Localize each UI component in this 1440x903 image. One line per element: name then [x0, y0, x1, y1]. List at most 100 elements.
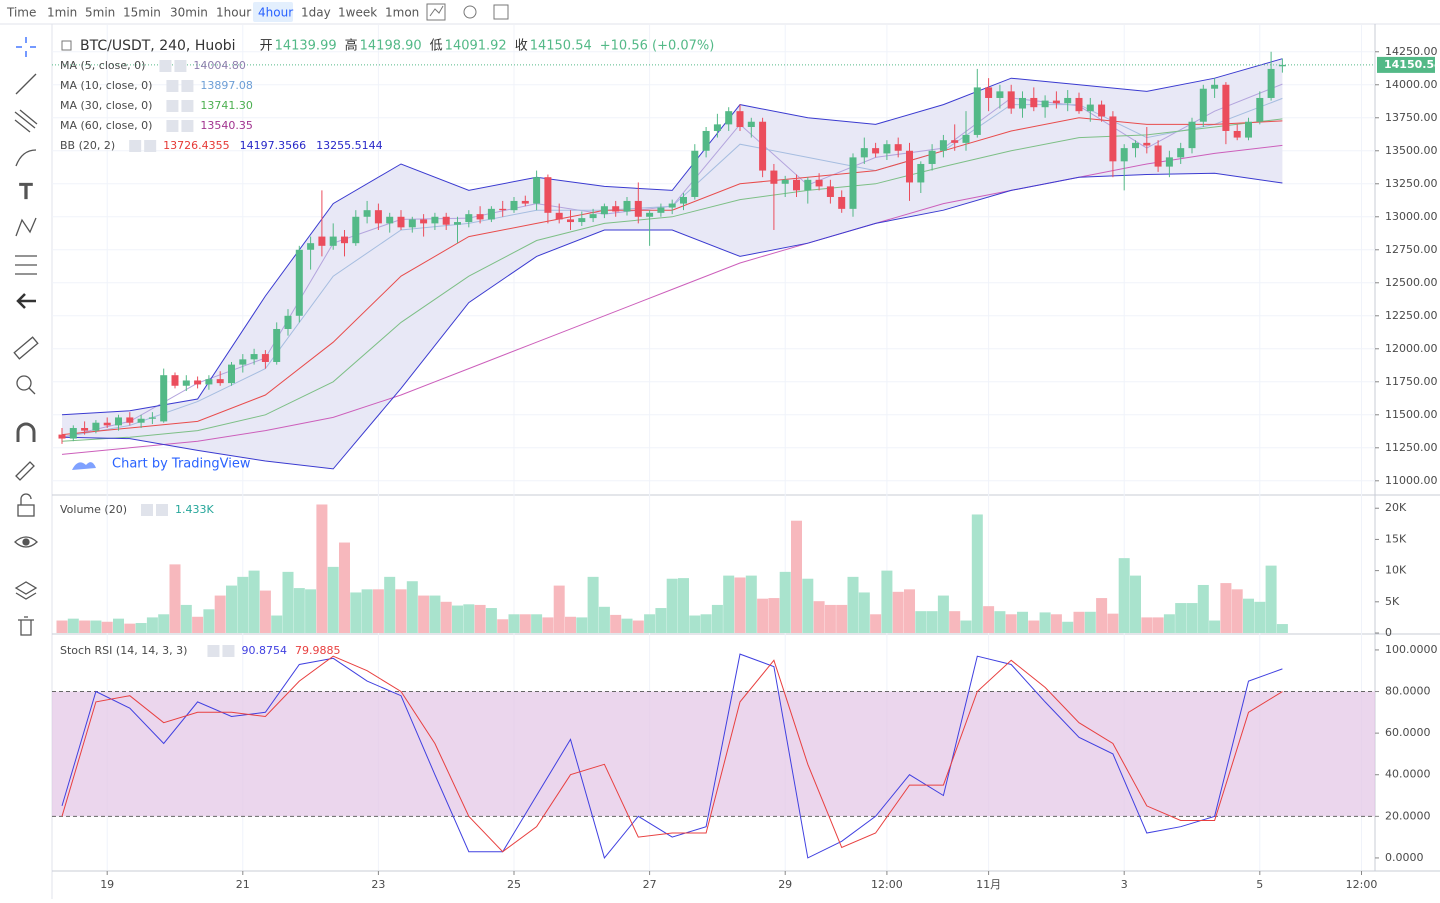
volume-bar — [915, 611, 927, 633]
candle-body — [736, 111, 744, 128]
volume-bar — [610, 614, 622, 633]
candle-body — [454, 222, 461, 225]
interval-button[interactable]: 1mon — [385, 6, 419, 20]
indicator-name[interactable]: MA (30, close, 0) — [60, 99, 152, 112]
y-tick-label: 11000.00 — [1385, 474, 1438, 487]
top-toolbar — [0, 0, 1440, 24]
indicator-settings[interactable] — [207, 645, 220, 657]
zoom-tool[interactable] — [16, 375, 36, 395]
candle-body — [939, 140, 947, 151]
candle-body — [793, 179, 800, 191]
candle-body — [872, 148, 880, 154]
volume-bar — [576, 617, 588, 633]
volume-bar — [1243, 598, 1254, 633]
candle-body — [1132, 142, 1139, 149]
volume-bar — [1152, 617, 1164, 633]
candle-body — [917, 163, 925, 183]
interval-button[interactable]: 1week — [338, 6, 377, 20]
candle-body — [1120, 148, 1128, 162]
indicator-remove[interactable] — [181, 80, 194, 92]
text-tool[interactable]: T — [18, 179, 33, 204]
candle-body — [544, 177, 552, 213]
candle-body — [691, 150, 699, 197]
volume-bar — [79, 620, 91, 633]
magnet-tool[interactable] — [16, 422, 36, 442]
volume-bar — [1175, 603, 1187, 633]
candle-body — [521, 200, 529, 204]
interval-button[interactable]: 15min — [123, 6, 161, 20]
candle-body — [329, 236, 337, 246]
indicator-settings[interactable] — [166, 120, 179, 132]
candle-body — [137, 418, 145, 423]
candle-body — [1075, 97, 1083, 112]
candle-body — [883, 144, 891, 154]
indicator-settings[interactable] — [159, 60, 172, 72]
y-tick-label: 13250.00 — [1385, 177, 1438, 190]
volume-bar — [192, 616, 204, 633]
fullscreen-button[interactable] — [493, 4, 509, 20]
indicator-name[interactable]: MA (5, close, 0) — [60, 59, 145, 72]
volume-bar — [1062, 621, 1074, 633]
interval-button[interactable]: 5min — [85, 6, 115, 20]
volume-bar — [824, 604, 836, 633]
last-price-label: 14150.54 — [1384, 58, 1440, 71]
indicator-settings[interactable] — [129, 140, 142, 152]
fib-tool[interactable] — [14, 109, 38, 133]
indicator-value: 13540.35 — [200, 119, 253, 132]
candle-body — [860, 148, 868, 158]
indicator-settings[interactable] — [141, 504, 153, 516]
crosshair-tool[interactable] — [16, 37, 36, 57]
indicator-name[interactable]: MA (60, close, 0) — [60, 119, 152, 132]
chart-type-button[interactable] — [426, 3, 446, 21]
pattern-tool[interactable] — [15, 217, 37, 237]
interval-button[interactable]: Time — [6, 6, 36, 20]
back-tool[interactable] — [16, 293, 36, 309]
lock-tool[interactable] — [17, 493, 35, 517]
interval-button[interactable]: 1hour — [216, 6, 251, 20]
interval-button[interactable]: 30min — [170, 6, 208, 20]
pane-name[interactable]: Stoch RSI (14, 14, 3, 3) — [60, 644, 187, 657]
indicator-settings[interactable] — [166, 100, 179, 112]
candle-body — [623, 200, 631, 212]
volume-bar — [101, 621, 113, 633]
brush-tool[interactable] — [15, 149, 37, 167]
indicator-remove[interactable] — [144, 140, 157, 152]
candle-body — [295, 249, 303, 316]
interval-button[interactable]: 1min — [47, 6, 77, 20]
visibility-tool[interactable] — [14, 536, 38, 548]
prediction-tool[interactable] — [15, 255, 37, 275]
ruler-tool[interactable] — [13, 336, 39, 360]
x-tick-label: 21 — [236, 878, 250, 891]
candle-body — [58, 434, 66, 439]
indicator-remove[interactable] — [222, 645, 235, 657]
volume-bar — [452, 605, 463, 633]
candle-body — [985, 87, 993, 98]
volume-bar — [836, 604, 848, 633]
lock-draw-tool[interactable] — [15, 461, 35, 481]
candle-body — [612, 206, 620, 212]
candle-body — [171, 375, 179, 386]
layers-tool[interactable] — [14, 581, 38, 600]
candle-body — [499, 208, 507, 211]
candle-body — [657, 207, 665, 213]
indicator-name[interactable]: MA (10, close, 0) — [60, 79, 152, 92]
settings-button[interactable] — [463, 5, 477, 19]
candle-body — [894, 144, 902, 151]
y-tick-label: 15K — [1385, 532, 1407, 545]
credit[interactable]: Chart by TradingView — [112, 457, 251, 472]
y-tick-label: 5K — [1385, 595, 1400, 608]
volume-bar — [960, 620, 972, 633]
indicator-remove[interactable] — [181, 100, 194, 112]
indicator-remove[interactable] — [174, 60, 187, 72]
interval-button[interactable]: 4hour — [258, 6, 293, 20]
collapse-button[interactable] — [61, 40, 72, 51]
indicator-remove[interactable] — [156, 504, 168, 516]
indicator-settings[interactable] — [166, 80, 179, 92]
indicator-remove[interactable] — [181, 120, 194, 132]
indicator-name[interactable]: BB (20, 2) — [60, 139, 115, 152]
pane-name[interactable]: Volume (20) — [60, 503, 127, 516]
interval-button[interactable]: 1day — [301, 6, 331, 20]
trend-line-tool[interactable] — [15, 73, 37, 95]
delete-tool[interactable] — [18, 616, 34, 636]
volume-bar — [135, 623, 147, 633]
